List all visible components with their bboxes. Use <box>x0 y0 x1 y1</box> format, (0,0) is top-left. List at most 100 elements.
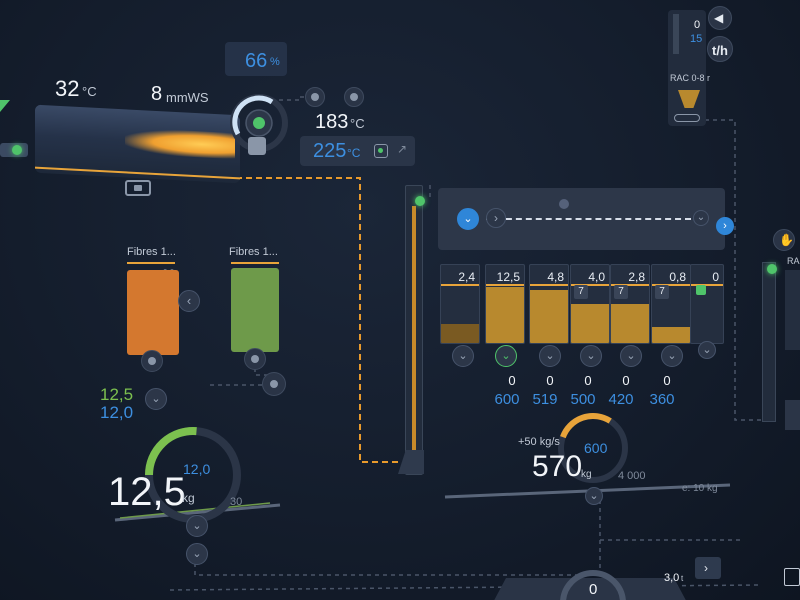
setpoint-temperature-value: 225 <box>313 140 347 162</box>
bottom-right-value: 3,0 <box>664 572 680 584</box>
flow-1-setpoint: 600 <box>494 391 520 408</box>
flow-4-setpoint: 420 <box>608 391 634 408</box>
bin-4-discharge-button[interactable]: ⌄ <box>580 345 602 367</box>
flow-5-actual: 0 <box>663 373 671 388</box>
manual-mode-button[interactable]: ✋ <box>773 229 795 251</box>
damper-percent-value: 66 <box>245 50 268 72</box>
bin-6-discharge-button[interactable]: ⌄ <box>661 345 683 367</box>
tank-green-reading: 12,5 <box>100 385 134 404</box>
bottom-next-button[interactable]: › <box>695 557 721 579</box>
right-feeder-panel: 0 15 RAC 0-8 r <box>668 10 710 126</box>
bin-1-discharge-button[interactable]: ⌄ <box>452 345 474 367</box>
silo-bin-6[interactable]: 0,8 7 <box>651 264 691 344</box>
outlet-temperature-value: 183 <box>315 111 349 133</box>
silo-bin-value: 4,8 <box>547 270 564 284</box>
silo-bin-status-indicator <box>696 285 706 295</box>
tank-1-valve-button[interactable] <box>141 350 163 372</box>
alarm-sound-button[interactable]: ◀ <box>708 6 732 30</box>
valve-button-1[interactable] <box>305 87 325 107</box>
flow-5-setpoint: 360 <box>649 391 675 408</box>
dosing-unit: kg <box>182 491 195 505</box>
silo-bin-badge: 7 <box>655 285 669 299</box>
tank-collapse-button[interactable]: ‹ <box>178 290 200 312</box>
feeder-top-value: 0 <box>694 19 701 31</box>
distributor-track <box>486 218 691 220</box>
hand-icon: ✋ <box>779 233 794 247</box>
silo-bin-fill <box>441 323 479 343</box>
silo-bin-value: 2,8 <box>628 270 645 284</box>
elevator-column[interactable] <box>405 185 423 475</box>
bin-5-discharge-button[interactable]: ⌄ <box>620 345 642 367</box>
unit-toggle-button[interactable]: t/h <box>707 36 733 62</box>
tank-1-label: Fibres 1... <box>127 246 176 258</box>
hopper-icon <box>678 90 700 108</box>
silo-bin-4[interactable]: 4,0 7 <box>570 264 610 344</box>
pressure-value: 8 <box>151 83 163 105</box>
silo-bin-value: 0,8 <box>669 270 686 284</box>
bottom-machine-housing <box>490 578 690 600</box>
tank-2-pump-button[interactable] <box>262 372 286 396</box>
distributor-right-button[interactable]: › <box>486 208 506 228</box>
tank-2[interactable] <box>231 268 279 352</box>
feeder-sub-value: 15 <box>690 33 703 45</box>
right-elevator-status-dot <box>767 264 777 274</box>
flame-icon <box>125 127 235 160</box>
silo-bin-3[interactable]: 4,8 <box>529 264 569 344</box>
scale-discharge-button[interactable]: ⌄ <box>585 487 603 505</box>
dosing-scale-max: 30 <box>230 496 243 508</box>
bin-2-discharge-button[interactable]: ⌄ <box>495 345 517 367</box>
distributor-dropdown-button[interactable]: ⌄ <box>693 210 709 226</box>
silo-bin-fill <box>571 304 609 343</box>
tank-2-label: Fibres 1... <box>229 246 278 258</box>
tank-2-valve-button[interactable] <box>244 348 266 370</box>
inlet-temperature-value: 32 <box>55 76 80 101</box>
pressure-unit: mmWS <box>166 90 209 105</box>
valve-button-2[interactable] <box>344 87 364 107</box>
silo-bin-7[interactable]: 0 <box>690 264 724 344</box>
dosing-expand-button-1[interactable]: ⌄ <box>186 515 208 537</box>
tank-2-level-marker <box>231 262 279 264</box>
silo-bin-1[interactable]: 2,4 <box>440 264 480 344</box>
silo-bin-2[interactable]: 12,5 <box>485 264 525 344</box>
distributor-panel: › ⌄ <box>438 188 725 250</box>
flow-readings: 0 600 0 519 0 500 0 420 0 360 <box>487 374 707 410</box>
setpoint-temperature-panel[interactable]: 225 °C ↗ <box>300 136 415 166</box>
setpoint-temperature-unit: °C <box>347 146 361 160</box>
feeder-belt-icon <box>674 114 700 122</box>
silo-bin-badge: 7 <box>614 285 628 299</box>
bottom-dial <box>560 570 626 600</box>
right-elevator-column[interactable] <box>762 262 776 422</box>
unit-toggle-label: t/h <box>712 43 728 58</box>
scale-max-value: 4 000 <box>618 470 646 482</box>
tank-blue-reading: 12,0 <box>100 403 134 422</box>
expand-arrow-icon[interactable]: ↗ <box>397 142 408 156</box>
silo-bin-5[interactable]: 2,8 7 <box>610 264 650 344</box>
scale-resolution: e: 10 kg <box>682 483 718 494</box>
fan-icon[interactable] <box>125 180 151 196</box>
distributor-next-button[interactable]: › <box>716 217 734 235</box>
silo-bin-level-mark <box>530 284 568 286</box>
flow-1-actual: 0 <box>508 373 516 388</box>
silo-bin-level-mark <box>441 284 479 286</box>
tank-1-expand-button[interactable]: ⌄ <box>145 388 167 410</box>
dosing-main-value: 12,5 <box>108 470 186 514</box>
fuel-feed-icon <box>0 143 28 157</box>
right-rac-label: RAC <box>787 256 800 266</box>
dosing-expand-button-2[interactable]: ⌄ <box>186 543 208 565</box>
weigh-gauge <box>558 412 628 483</box>
tank-1[interactable] <box>127 270 179 355</box>
damper-percent-unit: % <box>270 56 280 68</box>
bin-3-discharge-button[interactable]: ⌄ <box>539 345 561 367</box>
dosing-setpoint: 12,0 <box>183 461 211 477</box>
scale-setpoint: 600 <box>584 440 608 456</box>
bin-discharge-row: ⌄ ⌄ ⌄ ⌄ ⌄ ⌄ ⌄ <box>450 341 730 367</box>
bin-7-discharge-button[interactable]: ⌄ <box>698 341 716 359</box>
silo-bin-fill <box>486 286 524 343</box>
distributor-collapse-button[interactable]: ⌄ <box>457 208 479 230</box>
outlet-temperature-unit: °C <box>350 116 365 131</box>
distributor-position-marker[interactable] <box>559 199 569 209</box>
auto-mode-icon[interactable] <box>374 144 388 158</box>
menu-list-icon[interactable] <box>784 568 800 586</box>
flow-3-actual: 0 <box>584 373 592 388</box>
